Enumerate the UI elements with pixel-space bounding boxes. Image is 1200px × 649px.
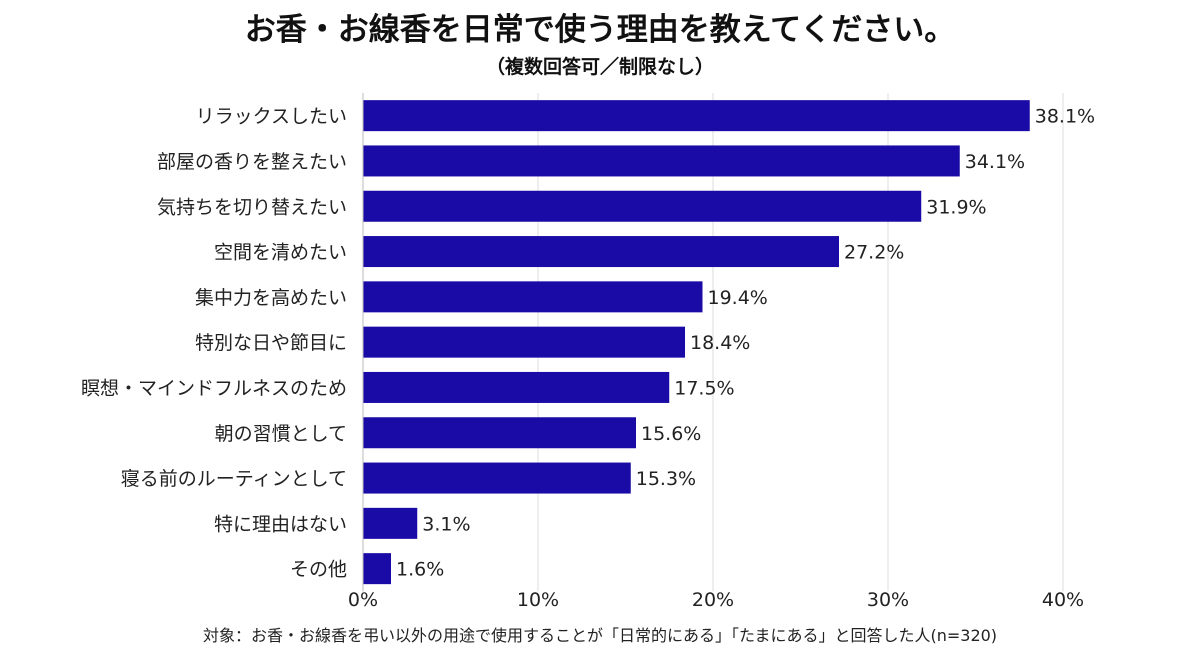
data-label: 17.5% — [674, 377, 734, 399]
data-label: 27.2% — [844, 242, 904, 264]
data-label: 15.3% — [636, 468, 696, 490]
data-label: 1.6% — [396, 559, 444, 581]
bar — [363, 371, 670, 403]
chart-subtitle: （複数回答可／制限なし） — [485, 56, 714, 78]
bar — [363, 236, 839, 268]
x-tick-label: 40% — [1042, 589, 1084, 611]
category-label: 集中力を高めたい — [195, 287, 347, 309]
bar — [363, 281, 703, 313]
category-label: 気持ちを切り替えたい — [157, 196, 347, 218]
bar — [363, 100, 1030, 132]
data-label: 31.9% — [926, 196, 986, 218]
bar — [363, 462, 631, 494]
category-label: リラックスしたい — [196, 106, 347, 128]
category-label: 空間を清めたい — [214, 242, 347, 264]
category-label: 特別な日や節目に — [195, 332, 347, 354]
category-label: 部屋の香りを整えたい — [157, 151, 347, 173]
chart-footnote: 対象：お香・お線香を弔い以外の用途で使用することが「日常的にある」「たまにある」… — [202, 626, 998, 645]
data-label: 38.1% — [1035, 106, 1095, 128]
bar — [363, 326, 685, 358]
data-label: 19.4% — [708, 287, 768, 309]
category-label: 特に理由はない — [214, 513, 347, 535]
data-label: 3.1% — [422, 513, 470, 535]
category-label: その他 — [290, 559, 347, 581]
data-label: 15.6% — [641, 423, 701, 445]
bar — [363, 417, 636, 449]
x-tick-label: 0% — [348, 589, 378, 611]
category-label: 寝る前のルーティンとして — [121, 468, 347, 490]
bar — [363, 553, 391, 585]
data-label: 18.4% — [690, 332, 750, 354]
data-label: 34.1% — [965, 151, 1025, 173]
x-tick-label: 30% — [867, 589, 909, 611]
category-label: 瞑想・マインドフルネスのため — [81, 377, 347, 399]
bar — [363, 507, 418, 539]
bar — [363, 190, 922, 222]
x-tick-label: 20% — [692, 589, 734, 611]
chart-title: お香・お線香を日常で使う理由を教えてください。 — [244, 12, 956, 48]
category-label: 朝の習慣として — [215, 423, 347, 445]
bar — [363, 145, 960, 177]
x-tick-label: 10% — [517, 589, 559, 611]
